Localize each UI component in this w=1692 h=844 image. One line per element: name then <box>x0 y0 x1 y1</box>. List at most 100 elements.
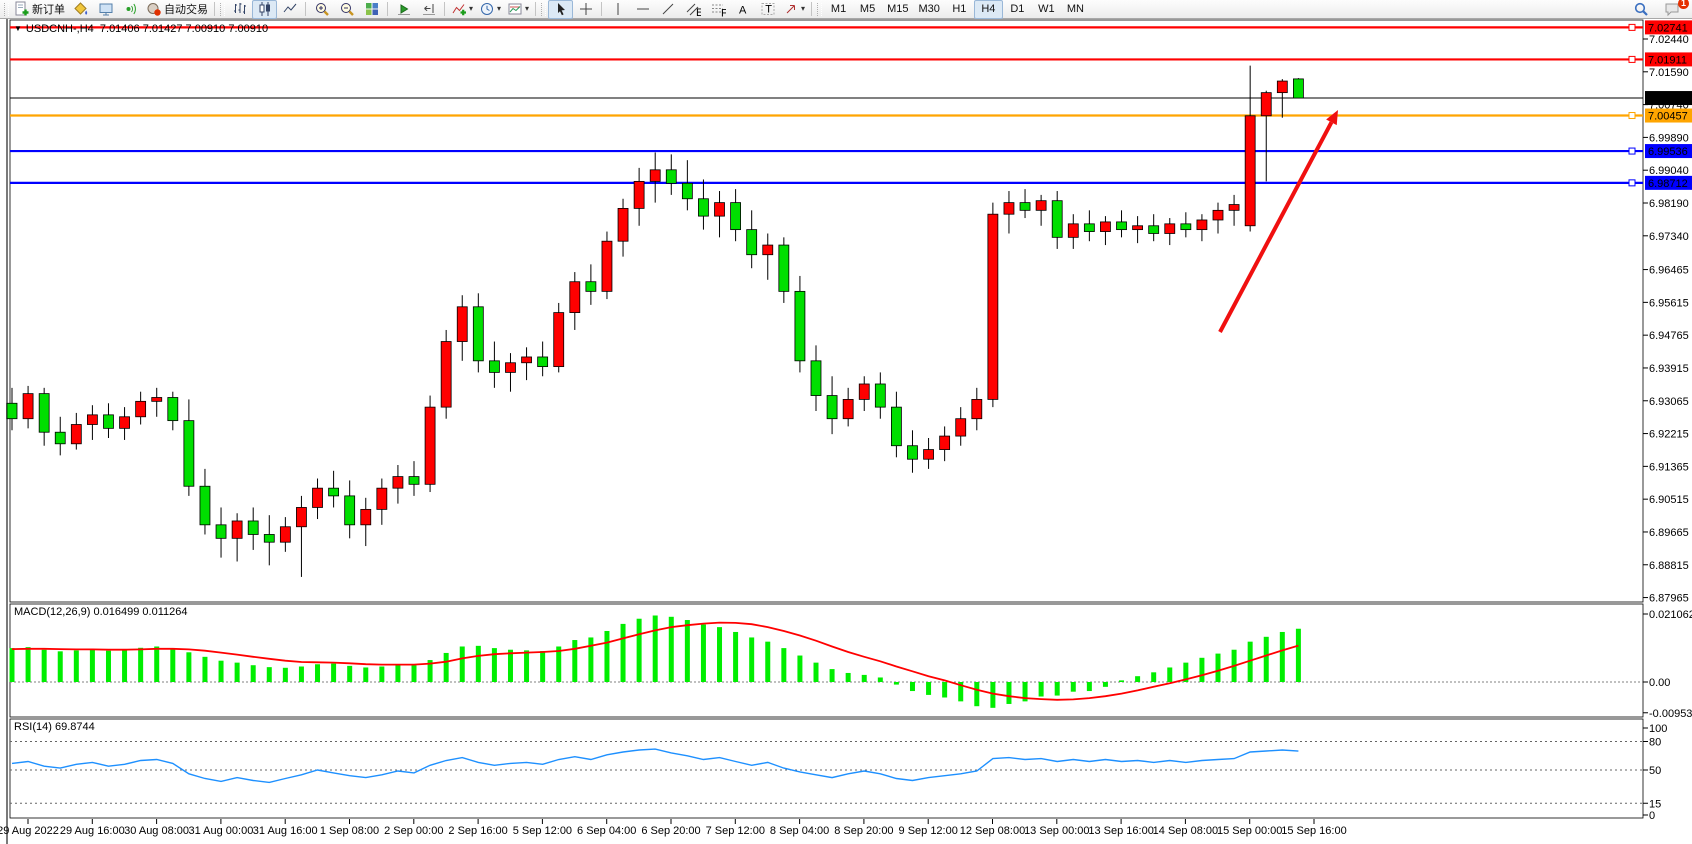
dropdown-caret-icon: ▾ <box>469 4 474 13</box>
chart-title: ▼ USDCNH-,H4 7.01406 7.01427 7.00910 7.00… <box>14 23 268 35</box>
macd-bar <box>861 674 867 682</box>
macd-bar <box>765 641 771 682</box>
candle <box>119 416 130 429</box>
trendline-button[interactable] <box>655 0 680 19</box>
candle <box>376 487 388 510</box>
fibonacci-icon: F <box>711 4 726 18</box>
level-handle-7.01911[interactable] <box>1628 55 1636 63</box>
macd-bar <box>877 677 883 682</box>
auto-trading-button[interactable]: 自动交易 <box>143 0 211 19</box>
chat-button[interactable]: 1 <box>1659 0 1689 19</box>
search-button[interactable] <box>1628 0 1653 19</box>
new-order-icon <box>15 1 29 16</box>
candle <box>955 418 967 437</box>
chat-bubble-icon <box>1665 3 1678 17</box>
text-icon: A <box>739 5 747 17</box>
main-pane <box>9 19 1644 603</box>
timeframe-d1-button[interactable]: D1 <box>1010 3 1025 15</box>
candle <box>1067 223 1079 238</box>
candle <box>54 431 66 445</box>
timeframe-mn-button[interactable]: MN <box>1066 3 1084 15</box>
timeframe-m15-button[interactable]: M15 <box>887 3 909 15</box>
macd-bar <box>556 646 562 682</box>
styler-button[interactable] <box>68 0 93 19</box>
auto-scroll-button[interactable] <box>391 0 416 19</box>
search-icon <box>1634 2 1648 16</box>
text-button[interactable]: A <box>730 0 755 19</box>
macd-bar <box>1151 672 1157 682</box>
crosshair-button[interactable] <box>573 0 598 19</box>
macd-bar <box>942 682 948 698</box>
level-handle-6.98712[interactable] <box>1628 179 1636 187</box>
equidistant-channel-button[interactable]: E <box>680 0 705 19</box>
zoom-out-button[interactable] <box>334 0 359 19</box>
new-order-button[interactable]: 新订单 <box>11 0 68 19</box>
macd-bar <box>122 649 128 682</box>
timeframe-m5-button[interactable]: M5 <box>859 3 876 15</box>
horizontal-line-button[interactable] <box>630 0 655 19</box>
toolbar-separator <box>535 2 537 16</box>
timeframe-m30-button[interactable]: M30 <box>918 3 940 15</box>
candle <box>874 383 886 408</box>
trend-arrow-head[interactable] <box>1326 110 1338 126</box>
trend-arrow-line[interactable] <box>1218 121 1334 333</box>
timeframe-w1-button[interactable]: W1 <box>1038 3 1055 15</box>
price-badge-7.01911 <box>1645 52 1692 67</box>
macd-bar <box>57 651 63 682</box>
cursor-button[interactable] <box>548 0 574 19</box>
macd-layer: 0.021062 0.00 -0.009533 <box>9 609 1692 720</box>
signals-button[interactable] <box>118 0 143 19</box>
indicators-button[interactable]: ▾ <box>448 0 476 19</box>
candle <box>199 485 211 526</box>
macd-bar <box>475 645 481 682</box>
level-handle-6.99536[interactable] <box>1628 147 1636 155</box>
macd-bar <box>1022 682 1028 702</box>
candle <box>344 495 356 526</box>
vertical-line-button[interactable] <box>605 0 630 19</box>
candle <box>1116 221 1127 231</box>
candle <box>70 424 82 445</box>
candle <box>665 169 677 184</box>
fibonacci-button[interactable]: F <box>705 0 730 19</box>
candle <box>38 393 50 433</box>
candle <box>907 445 918 460</box>
macd-bar <box>974 682 980 707</box>
macd-bar <box>1279 631 1285 682</box>
arrows-button[interactable]: ▾ <box>780 0 808 19</box>
candle <box>1228 204 1240 211</box>
macd-bar <box>829 669 835 682</box>
periods-button[interactable]: ▾ <box>476 0 504 19</box>
svg-text:6.98190: 6.98190 <box>1649 198 1689 210</box>
svg-text:7.00910: 7.00910 <box>1648 93 1688 105</box>
level-handle-7.00457[interactable] <box>1628 112 1636 120</box>
zoom-in-button[interactable] <box>309 0 334 19</box>
macd-bar <box>395 664 401 682</box>
level-handle-7.02741[interactable] <box>1628 23 1636 31</box>
profiles-button[interactable] <box>93 0 118 19</box>
candle <box>617 208 629 242</box>
line-chart-button[interactable] <box>277 0 302 19</box>
macd-bar <box>620 623 626 682</box>
signals-icon <box>126 3 136 15</box>
svg-text:6 Sep 20:00: 6 Sep 20:00 <box>641 825 700 837</box>
macd-bar <box>524 650 530 682</box>
macd-bar <box>89 649 95 682</box>
clock-icon <box>481 3 494 15</box>
templates-button[interactable]: ▾ <box>504 0 532 19</box>
svg-text:6.99536: 6.99536 <box>1648 146 1688 158</box>
macd-bar <box>507 649 513 682</box>
bar-chart-icon <box>233 3 246 14</box>
candlestick-chart-button[interactable] <box>252 0 277 19</box>
timeframe-m1-button[interactable]: M1 <box>830 3 847 15</box>
svg-text:6.93915: 6.93915 <box>1649 363 1689 375</box>
timeframe-h1-button[interactable]: H1 <box>952 3 967 15</box>
tile-windows-button[interactable] <box>359 0 384 19</box>
text-label-button[interactable]: T <box>755 0 780 19</box>
chart-shift-button[interactable] <box>416 0 441 19</box>
timeframe-h4-button[interactable]: H4 <box>973 0 1003 19</box>
macd-bar <box>1102 682 1108 687</box>
svg-text:F: F <box>721 8 726 18</box>
bar-chart-button[interactable] <box>227 0 252 19</box>
toolbar-grip <box>541 2 547 16</box>
